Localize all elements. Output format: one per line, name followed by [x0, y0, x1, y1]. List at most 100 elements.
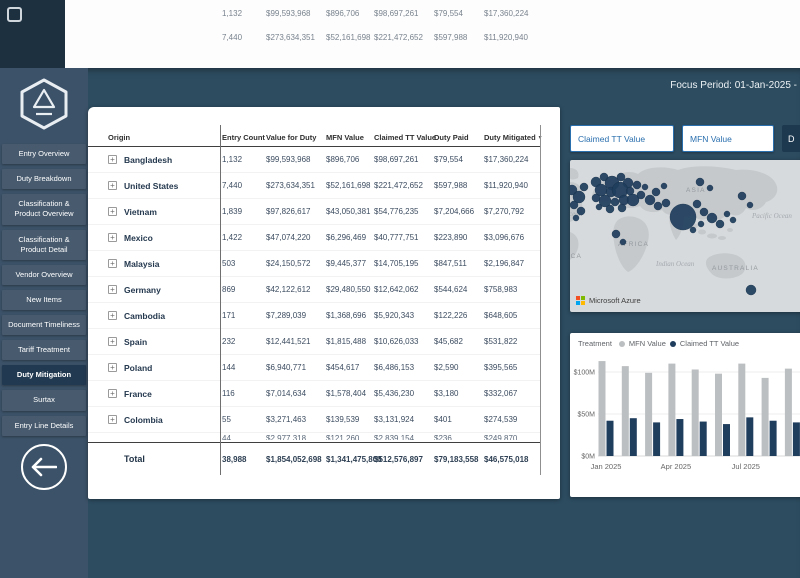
sidebar-item-surtax[interactable]: Surtax: [2, 390, 86, 411]
duty-button[interactable]: D: [782, 125, 800, 152]
map-bubble[interactable]: [619, 238, 627, 246]
bar-claimed-tt-value[interactable]: [653, 422, 661, 456]
table-row-colombia[interactable]: + Colombia 55 $3,271,463 $139,539 $3,131,924 $…: [88, 407, 540, 433]
column-header-value-for-duty[interactable]: Value for Duty: [266, 133, 317, 142]
map-bubble[interactable]: [576, 206, 586, 216]
map-bubble[interactable]: [699, 207, 709, 217]
slicer-claimed-tt-value[interactable]: Claimed TT Value: [570, 125, 674, 152]
bar-claimed-tt-value[interactable]: [723, 424, 730, 456]
map-bubble[interactable]: [636, 190, 646, 200]
map-bubble[interactable]: [599, 172, 609, 182]
sidebar-item-classification-product-detail[interactable]: Classification & Product Detail: [2, 229, 86, 260]
map-bubble[interactable]: [689, 226, 697, 234]
bar-claimed-tt-value[interactable]: [769, 420, 777, 456]
legend-label-mfn[interactable]: MFN Value: [628, 339, 666, 348]
bar-mfn-value[interactable]: [691, 369, 699, 456]
map-bubble[interactable]: [660, 182, 668, 190]
sidebar-item-tariff-treatment[interactable]: Tariff Treatment: [2, 340, 86, 361]
expand-icon[interactable]: +: [108, 259, 117, 268]
table-row-spain[interactable]: + Spain 232 $12,441,521 $1,815,488 $10,626,03…: [88, 329, 540, 355]
expand-icon[interactable]: +: [108, 207, 117, 216]
map-bubble[interactable]: [572, 190, 586, 204]
bar-mfn-value[interactable]: [645, 372, 653, 456]
map-bubble[interactable]: [661, 198, 671, 208]
table-row-poland[interactable]: + Poland 144 $6,940,771 $454,617 $6,486,153 $2…: [88, 355, 540, 381]
sidebar-item-duty-mitigation[interactable]: Duty Mitigation: [2, 365, 86, 386]
map-bubble[interactable]: [579, 182, 589, 192]
map-bubble[interactable]: [695, 177, 705, 187]
column-header-entry-count[interactable]: Entry Count: [222, 133, 265, 142]
bar-mfn-value[interactable]: [715, 373, 722, 456]
sidebar-item-document-timeliness[interactable]: Document Timeliness: [2, 315, 86, 336]
map-bubble[interactable]: [729, 216, 737, 224]
expand-icon[interactable]: +: [108, 337, 117, 346]
map-bubble[interactable]: [625, 186, 635, 196]
map-bubble[interactable]: [706, 212, 718, 224]
map-bubble[interactable]: [611, 229, 621, 239]
map-bubble[interactable]: [572, 214, 580, 222]
sidebar-item-entry-line-details[interactable]: Entry Line Details: [2, 415, 86, 436]
map-bubble[interactable]: [605, 204, 615, 214]
table-row-germany[interactable]: + Germany 869 $42,122,612 $29,480,550 $12,642…: [88, 277, 540, 303]
map-bubble[interactable]: [697, 220, 705, 228]
expand-icon[interactable]: +: [108, 363, 117, 372]
expand-icon[interactable]: +: [108, 311, 117, 320]
column-header-mfn-value[interactable]: MFN Value: [326, 133, 364, 142]
expand-icon[interactable]: +: [108, 415, 117, 424]
map-bubble[interactable]: [706, 184, 714, 192]
table-row-malaysia[interactable]: + Malaysia 503 $24,150,572 $9,445,377 $14,705…: [88, 251, 540, 277]
map-bubble[interactable]: [570, 200, 579, 210]
map-bubble[interactable]: [746, 201, 754, 209]
expand-icon[interactable]: +: [108, 233, 117, 242]
map-bubble[interactable]: [595, 203, 603, 211]
expand-icon[interactable]: +: [108, 155, 117, 164]
table-row-bangladesh[interactable]: + Bangladesh 1,132 $99,593,968 $896,706 $98,6…: [88, 147, 540, 173]
bar-claimed-tt-value[interactable]: [746, 417, 754, 456]
back-button[interactable]: [21, 443, 67, 490]
table-row-cambodia[interactable]: + Cambodia 171 $7,289,039 $1,368,696 $5,920,3…: [88, 303, 540, 329]
bar-mfn-value[interactable]: [738, 363, 746, 456]
map-bubble[interactable]: [723, 210, 731, 218]
map-bubble[interactable]: [644, 194, 656, 206]
expand-icon[interactable]: +: [108, 389, 117, 398]
legend-label-claimed-tt[interactable]: Claimed TT Value: [679, 339, 740, 348]
map-bubble[interactable]: [715, 219, 725, 229]
map-bubble[interactable]: [692, 199, 702, 209]
map-bubble[interactable]: [617, 203, 627, 213]
slicer-mfn-value[interactable]: MFN Value: [682, 125, 774, 152]
map-visual[interactable]: ASIA AFRICA AUSTRALIA AMERICA Pacific Ocean I…: [570, 160, 800, 312]
bar-claimed-tt-value[interactable]: [676, 419, 684, 456]
bar-claimed-tt-value[interactable]: [699, 421, 707, 456]
map-bubble[interactable]: [653, 201, 663, 211]
map-bubble[interactable]: [626, 193, 640, 207]
sidebar-item-new-items[interactable]: New Items: [2, 289, 86, 310]
bar-mfn-value[interactable]: [598, 361, 606, 456]
map-bubble[interactable]: [616, 172, 626, 182]
column-header-claimed-tt-value[interactable]: Claimed TT Value: [374, 133, 437, 142]
column-header-duty-mitigated[interactable]: Duty Mitigated▼: [484, 133, 543, 142]
table-row-france[interactable]: + France 116 $7,014,634 $1,578,404 $5,436,230…: [88, 381, 540, 407]
sidebar-item-entry-overview[interactable]: Entry Overview: [2, 144, 86, 165]
table-row-vietnam[interactable]: + Vietnam 1,839 $97,826,617 $43,050,381 $54,7…: [88, 199, 540, 225]
expand-icon[interactable]: +: [108, 285, 117, 294]
table-row-mexico[interactable]: + Mexico 1,422 $47,074,220 $6,296,469 $40,777…: [88, 225, 540, 251]
column-header-origin[interactable]: Origin: [108, 133, 131, 142]
bar-claimed-tt-value[interactable]: [792, 422, 800, 456]
table-row-united-states[interactable]: + United States 7,440 $273,634,351 $52,161,6…: [88, 173, 540, 199]
bar-mfn-value[interactable]: [784, 368, 792, 456]
bar-mfn-value[interactable]: [668, 363, 676, 456]
bar-mfn-value[interactable]: [621, 366, 629, 456]
map-bubble[interactable]: [610, 197, 620, 207]
map-bubble[interactable]: [669, 203, 697, 231]
bar-claimed-tt-value[interactable]: [606, 420, 614, 456]
map-bubble[interactable]: [737, 191, 747, 201]
map-bubble[interactable]: [641, 183, 649, 191]
bar-mfn-value[interactable]: [761, 377, 769, 456]
map-bubble[interactable]: [632, 180, 642, 190]
sidebar-item-duty-breakdown[interactable]: Duty Breakdown: [2, 169, 86, 190]
map-bubble[interactable]: [651, 187, 661, 197]
sidebar-item-vendor-overview[interactable]: Vendor Overview: [2, 264, 86, 285]
sidebar-item-classification-product-overview[interactable]: Classification & Product Overview: [2, 194, 86, 225]
column-header-duty-paid[interactable]: Duty Paid: [434, 133, 469, 142]
map-bubble[interactable]: [591, 193, 601, 203]
